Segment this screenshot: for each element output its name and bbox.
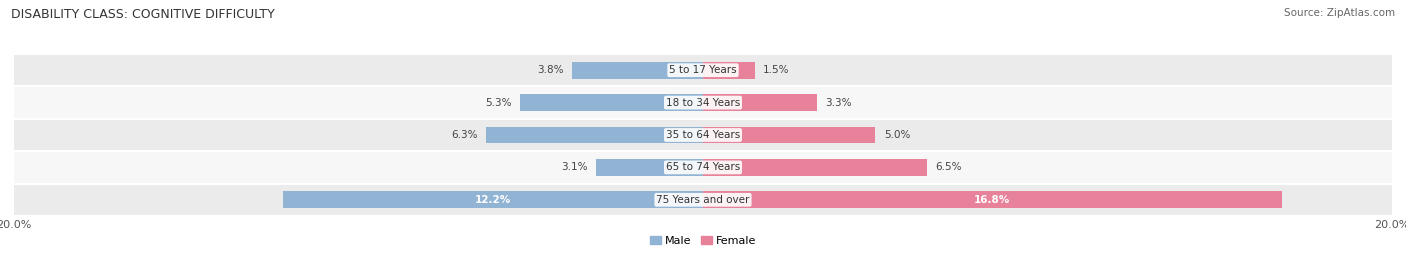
Bar	[14, 86, 1392, 119]
Bar	[486, 127, 703, 143]
Text: 5.0%: 5.0%	[884, 130, 910, 140]
Legend: Male, Female: Male, Female	[650, 236, 756, 246]
Text: 3.1%: 3.1%	[561, 162, 588, 173]
Text: 3.3%: 3.3%	[825, 97, 852, 108]
Text: 35 to 64 Years: 35 to 64 Years	[666, 130, 740, 140]
Text: 16.8%: 16.8%	[974, 195, 1011, 205]
Text: DISABILITY CLASS: COGNITIVE DIFFICULTY: DISABILITY CLASS: COGNITIVE DIFFICULTY	[11, 8, 276, 21]
Bar	[572, 62, 703, 79]
Bar	[520, 94, 703, 111]
Bar	[703, 94, 817, 111]
Bar	[14, 54, 1392, 86]
Text: Source: ZipAtlas.com: Source: ZipAtlas.com	[1284, 8, 1395, 18]
Bar	[14, 151, 1392, 184]
Text: 65 to 74 Years: 65 to 74 Years	[666, 162, 740, 173]
Text: 6.5%: 6.5%	[935, 162, 962, 173]
Text: 1.5%: 1.5%	[763, 65, 790, 75]
Text: 6.3%: 6.3%	[451, 130, 478, 140]
Bar	[14, 184, 1392, 216]
Text: 12.2%: 12.2%	[475, 195, 510, 205]
Bar	[703, 127, 875, 143]
Bar	[703, 191, 1282, 208]
Text: 5.3%: 5.3%	[485, 97, 512, 108]
Text: 75 Years and over: 75 Years and over	[657, 195, 749, 205]
Bar	[703, 159, 927, 176]
Text: 3.8%: 3.8%	[537, 65, 564, 75]
Bar	[14, 119, 1392, 151]
Text: 5 to 17 Years: 5 to 17 Years	[669, 65, 737, 75]
Bar	[596, 159, 703, 176]
Bar	[703, 62, 755, 79]
Bar	[283, 191, 703, 208]
Text: 18 to 34 Years: 18 to 34 Years	[666, 97, 740, 108]
